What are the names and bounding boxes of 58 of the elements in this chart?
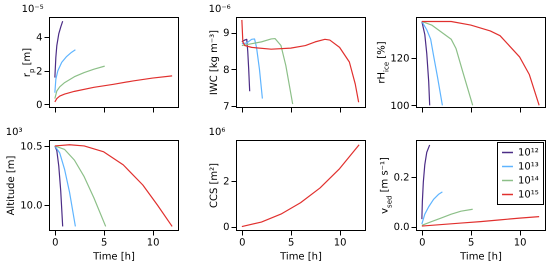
line-series [421, 20, 430, 106]
line-series [241, 38, 263, 100]
x-tick-label: 5 [101, 238, 108, 248]
y-tick-label: 7 [223, 101, 230, 112]
x-tick-label: 10 [514, 238, 526, 248]
line-series [421, 20, 474, 106]
line-series [54, 75, 173, 103]
y-tick-label: 120 [390, 54, 410, 65]
line-series [241, 19, 360, 103]
x-tick-label: 0 [239, 238, 246, 248]
line-series [54, 145, 76, 228]
x-tick-label: 10 [334, 238, 346, 248]
line-series [421, 216, 540, 227]
line-series [241, 144, 360, 228]
legend-label: 10¹⁴ [518, 176, 539, 186]
line-series [241, 38, 294, 105]
x-axis-title: Time [h] [279, 252, 322, 262]
text: 10⁻⁶ [208, 4, 231, 15]
y-tick-label: 0.2 [394, 172, 410, 184]
y-tick-label: 10.0 [20, 200, 42, 212]
y-axis-title: IWC [kg m⁻³] [209, 30, 220, 96]
line-series [54, 145, 106, 228]
x-tick-label: 0 [52, 238, 59, 248]
y-tick-label: 0 [223, 222, 230, 234]
text: 10⁶ [208, 127, 226, 138]
line-series [54, 145, 64, 228]
text: 10⁻⁵ [22, 4, 44, 15]
x-tick-label: 10 [146, 238, 160, 248]
y-tick-label: 8 [223, 64, 230, 76]
x-tick-label: 0 [419, 238, 426, 248]
line-series [421, 208, 474, 226]
x-axis-title: Time [h] [92, 252, 135, 262]
line-series [54, 144, 173, 228]
y-tick-label: 2 [223, 176, 230, 188]
line-series [241, 38, 250, 92]
legend-label: 10¹³ [518, 162, 539, 172]
x-tick-label: 5 [468, 238, 474, 248]
legend-label: 10¹² [518, 148, 539, 158]
y-axis-title: Altitude [m] [6, 156, 18, 216]
y-tick-label: 0 [36, 100, 42, 111]
line-series [421, 144, 430, 220]
y-tick-label: 2 [36, 66, 42, 78]
line-series [54, 66, 106, 100]
x-axis-title: Time [h] [459, 252, 502, 262]
line-series [421, 20, 443, 106]
legend-label: 10¹⁵ [518, 190, 539, 200]
y-tick-label: 0.0 [394, 222, 410, 234]
y-tick-label: 4 [36, 32, 42, 44]
y-axis-title: CCS [m²] [209, 162, 220, 208]
line-series [54, 20, 64, 78]
text: 10³ [6, 127, 22, 138]
y-tick-label: 9 [223, 28, 230, 40]
line-series [54, 49, 76, 94]
y-tick-label: 100 [390, 100, 410, 112]
y-tick-label: 10.5 [20, 141, 42, 152]
line-series [421, 20, 540, 106]
line-series [421, 191, 443, 225]
x-tick-label: 5 [288, 238, 294, 248]
